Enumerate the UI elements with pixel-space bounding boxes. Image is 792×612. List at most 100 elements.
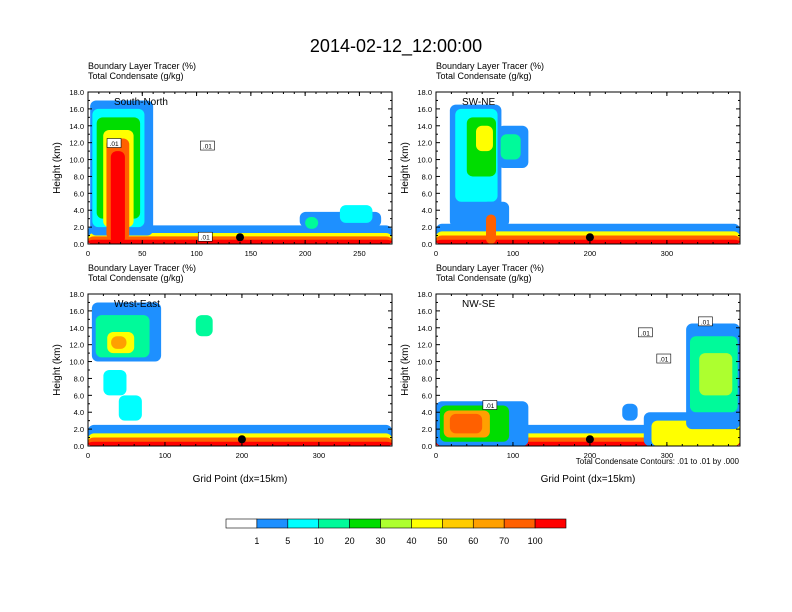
y-tick-label: 8.0 (422, 374, 432, 383)
colorbar-swatch (349, 518, 381, 529)
subtitle-field: Boundary Layer Tracer (%) (88, 263, 196, 273)
x-tick-label: 300 (313, 451, 326, 460)
y-axis-title: Height (km) (52, 142, 63, 194)
y-tick-label: 14.0 (417, 324, 432, 333)
contour-label: .01 (485, 403, 494, 410)
contour-label-box (656, 353, 672, 364)
x-tick-label: 50 (138, 249, 146, 258)
location-marker (585, 435, 594, 444)
y-tick-label: 16.0 (69, 105, 84, 114)
colorbar-swatch (534, 518, 567, 529)
tracer-region (436, 239, 740, 244)
tracer-region (305, 216, 319, 229)
x-tick-label: 100 (507, 249, 520, 258)
colorbar-swatch (503, 518, 536, 529)
panels-group: Boundary Layer Tracer (%)Total Condensat… (52, 61, 741, 485)
x-tick-label: 0 (434, 249, 438, 258)
x-axis-title: Grid Point (dx=15km) (193, 474, 288, 485)
colorbar: 1 5 10 20 30 40 50 60 70 100 (225, 518, 567, 546)
colorbar-swatch (225, 518, 258, 529)
contour-label: .01 (701, 319, 710, 326)
colorbar-label: 60 (468, 536, 478, 546)
colorbar-label: 30 (376, 536, 386, 546)
colorbar-label: 10 (314, 536, 324, 546)
tracer-field (436, 104, 740, 244)
y-tick-label: 2.0 (422, 425, 432, 434)
location-marker (237, 435, 246, 444)
contour-label: .01 (203, 144, 212, 151)
subtitle-field: Boundary Layer Tracer (%) (436, 61, 544, 71)
y-tick-label: 8.0 (74, 374, 84, 383)
panel-label: NW-SE (462, 299, 495, 310)
location-marker (585, 233, 594, 242)
contour-label: .01 (110, 141, 119, 148)
x-tick-label: 100 (159, 451, 172, 460)
panel-west-east: Boundary Layer Tracer (%)Total Condensat… (52, 263, 393, 485)
y-tick-label: 12.0 (417, 139, 432, 148)
x-axis-title: Grid Point (dx=15km) (541, 474, 636, 485)
tracer-region (449, 413, 483, 434)
colorbar-label: 100 (528, 536, 543, 546)
subtitle-contour: Total Condensate (g/kg) (88, 71, 184, 81)
colorbar-label: 1 (254, 536, 259, 546)
subtitle-field: Boundary Layer Tracer (%) (88, 61, 196, 71)
contour-label-box (106, 138, 122, 148)
y-tick-label: 18.0 (417, 290, 432, 299)
tracer-region (486, 214, 497, 244)
colorbar-label: 5 (285, 536, 290, 546)
tracer-region (88, 441, 392, 446)
contour-label-box (200, 140, 215, 151)
y-axis-title: Height (km) (400, 344, 411, 396)
contour-label-box (698, 316, 713, 327)
y-tick-label: 8.0 (422, 172, 432, 181)
x-tick-label: 200 (236, 451, 249, 460)
y-tick-label: 4.0 (422, 206, 432, 215)
colorbar-swatch (411, 518, 443, 529)
tracer-region (195, 315, 213, 337)
y-tick-label: 16.0 (417, 105, 432, 114)
x-tick-label: 250 (353, 249, 366, 258)
contour-label: .01 (201, 235, 210, 242)
contour-label: .01 (659, 357, 668, 364)
tracer-field (436, 323, 740, 446)
subtitle-contour: Total Condensate (g/kg) (436, 273, 532, 283)
y-tick-label: 18.0 (69, 290, 84, 299)
y-tick-label: 8.0 (74, 172, 84, 181)
panel-sw-ne: Boundary Layer Tracer (%)Total Condensat… (400, 61, 741, 258)
y-tick-label: 6.0 (422, 189, 432, 198)
colorbar-swatch (380, 518, 412, 529)
location-marker (236, 233, 244, 242)
x-tick-label: 0 (434, 451, 438, 460)
y-tick-label: 12.0 (69, 139, 84, 148)
contour-label-box (638, 327, 653, 338)
panel-label: West-East (114, 299, 160, 310)
subtitle-contour: Total Condensate (g/kg) (436, 71, 532, 81)
y-axis-title: Height (km) (52, 344, 63, 396)
contour-label-box (197, 231, 213, 242)
panel-label: SW-NE (462, 97, 495, 108)
y-tick-label: 12.0 (417, 341, 432, 350)
tracer-field (88, 302, 392, 446)
colorbar-label: 70 (499, 536, 509, 546)
tracer-region (111, 336, 127, 349)
y-tick-label: 0.0 (74, 442, 84, 451)
y-tick-label: 14.0 (69, 324, 84, 333)
y-tick-label: 0.0 (74, 240, 84, 249)
colorbar-label: 50 (437, 536, 447, 546)
subtitle-field: Boundary Layer Tracer (%) (436, 263, 544, 273)
y-tick-label: 2.0 (422, 223, 432, 232)
colorbar-label: 20 (345, 536, 355, 546)
x-tick-label: 200 (584, 451, 597, 460)
y-tick-label: 18.0 (69, 88, 84, 97)
tracer-region (118, 395, 142, 421)
y-tick-label: 2.0 (74, 425, 84, 434)
colorbar-swatch (318, 518, 350, 529)
subtitle-contour: Total Condensate (g/kg) (88, 273, 184, 283)
panel-nw-se: Boundary Layer Tracer (%)Total Condensat… (400, 263, 741, 485)
colorbar-swatch (442, 518, 474, 529)
tracer-region (699, 353, 733, 396)
panel-south-north: Boundary Layer Tracer (%)Total Condensat… (52, 61, 393, 258)
x-tick-label: 0 (86, 249, 90, 258)
colorbar-label: 40 (406, 536, 416, 546)
